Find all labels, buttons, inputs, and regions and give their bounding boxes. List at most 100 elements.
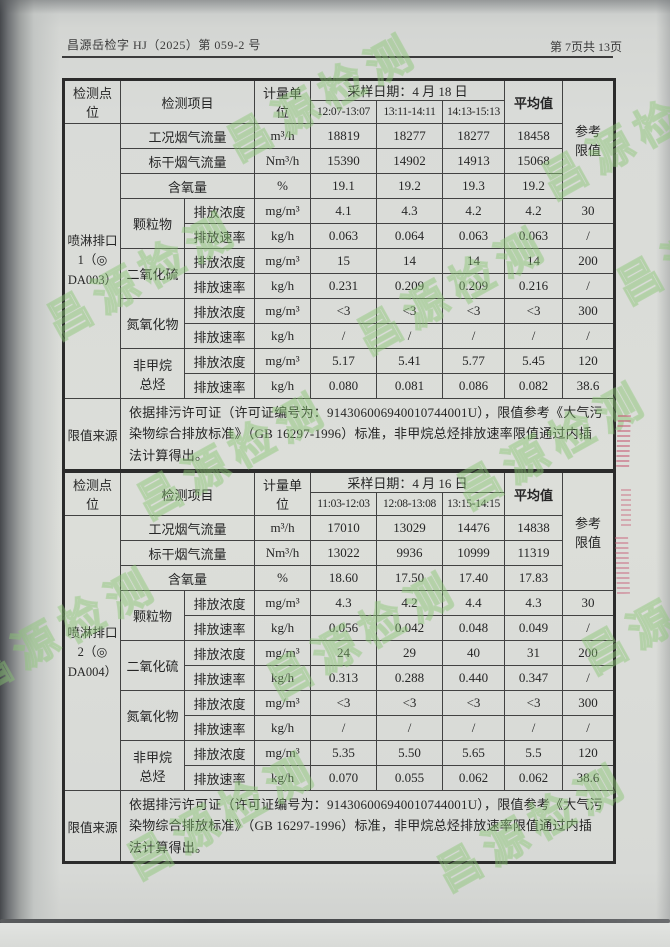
unit-cell: mg/m³: [254, 740, 312, 766]
sample-date-header: 采样日期：4 月 18 日: [310, 79, 506, 101]
average-value-cell: 0.216: [504, 273, 564, 299]
measured-value-cell: 14: [376, 248, 444, 274]
reference-limit-cell: 120: [562, 740, 616, 766]
flow-item-cell: 工况烟气流量: [119, 123, 256, 149]
measured-value-cell: 9936: [376, 540, 444, 566]
measured-value-cell: 24: [310, 640, 378, 666]
reference-limit-cell: /: [562, 615, 616, 641]
document-number: 昌源岳检字 HJ（2025）第 059-2 号: [67, 38, 261, 52]
unit-cell: kg/h: [254, 715, 312, 741]
time-period-header: 12:07-13:07: [310, 100, 378, 124]
table-row: 二氧化硫 排放浓度 mg/m³ 24 29 40 31 200: [64, 640, 616, 691]
table-row: 非甲烷 总烃 排放浓度 mg/m³ 5.17 5.41 5.77 5.45 120: [64, 348, 616, 399]
flow-item-cell: 含氧量: [119, 565, 256, 591]
measured-value-cell: 18819: [310, 123, 378, 149]
unit-cell: kg/h: [254, 273, 312, 299]
flow-item-cell: 标干烟气流量: [119, 540, 256, 566]
metric-cell: 排放速率: [183, 373, 256, 399]
scan-right-shade: [656, 0, 670, 947]
unit-cell: mg/m³: [254, 298, 312, 324]
measured-value-cell: 15390: [310, 148, 378, 174]
unit-cell: mg/m³: [254, 198, 312, 224]
measured-value-cell: 29: [376, 640, 444, 666]
measured-value-cell: 13022: [310, 540, 378, 566]
table-row: 含氧量% 19.1 19.2 19.3 19.2: [64, 173, 615, 199]
average-value-cell: 19.2: [504, 173, 564, 199]
measured-value-cell: 5.50: [376, 740, 444, 766]
unit-cell: kg/h: [254, 615, 312, 641]
metric-cell: 排放速率: [183, 765, 256, 791]
measured-value-cell: 4.4: [442, 590, 506, 616]
average-value-cell: /: [504, 323, 564, 349]
metric-cell: 排放速率: [183, 323, 256, 349]
table-row: 喷淋排口 2（◎ DA004） 工况烟气流量 m³/h 17010 13029 14476 14…: [63, 515, 615, 791]
pollutant-name-cell: 二氧化硫: [120, 248, 185, 299]
reference-limit-cell: /: [562, 665, 616, 691]
average-value-cell: 5.5: [504, 740, 564, 766]
limit-source-label: 限值来源: [63, 397, 121, 472]
measured-value-cell: 4.1: [310, 198, 378, 224]
reference-limit-cell: 300: [562, 298, 616, 324]
item-column-header: 检测项目: [119, 471, 256, 516]
unit-cell: mg/m³: [254, 690, 312, 716]
measured-value-cell: <3: [310, 690, 378, 716]
measured-value-cell: 0.209: [442, 273, 506, 299]
pollutant-name-cell: 氮氧化物: [120, 298, 185, 349]
measured-value-cell: 4.2: [442, 198, 506, 224]
measured-value-cell: <3: [442, 690, 506, 716]
measured-value-cell: 0.048: [442, 615, 506, 641]
metric-cell: 排放浓度: [183, 298, 256, 324]
point-column-header: 检测点位: [63, 471, 121, 516]
average-value-cell: 5.45: [504, 348, 564, 374]
monitoring-table-outlet-2: 检测点位 检测项目 计量单位 采样日期：4 月 16 日平均值 参考 限值 11:03-12…: [62, 470, 617, 865]
table-row: 排放速率 kg/h / / / / /: [64, 715, 616, 741]
average-value-cell: <3: [504, 690, 564, 716]
average-value-cell: 0.049: [504, 615, 564, 641]
table-row: 限值来源 依据排污许可证（许可证编号为：914306006940010744001…: [63, 789, 616, 864]
unit-column-header: 计量单位: [254, 79, 312, 124]
average-value-cell: 17.83: [504, 565, 564, 591]
measured-value-cell: 18.60: [310, 565, 378, 591]
measured-value-cell: 5.41: [376, 348, 444, 374]
time-period-header: 13:11-14:11: [376, 100, 444, 124]
measured-value-cell: 0.288: [376, 665, 444, 691]
unit-cell: %: [254, 173, 312, 199]
metric-cell: 排放浓度: [183, 690, 256, 716]
measured-value-cell: /: [442, 715, 506, 741]
unit-cell: kg/h: [254, 323, 312, 349]
metric-cell: 排放浓度: [183, 590, 256, 616]
unit-cell: kg/h: [254, 765, 312, 791]
reference-limit-cell: /: [562, 323, 616, 349]
reference-limit-cell: 38.6: [562, 765, 616, 791]
scanner-background-strip: [0, 923, 670, 947]
measured-value-cell: 40: [442, 640, 506, 666]
table-row: 含氧量% 18.60 17.50 17.40 17.83: [64, 565, 615, 591]
measured-value-cell: 0.056: [310, 615, 378, 641]
measured-value-cell: 0.081: [376, 373, 444, 399]
average-value-cell: 4.3: [504, 590, 564, 616]
table-row: 标干烟气流量 Nm³/h 13022 9936 10999 11319: [64, 540, 615, 566]
pollutant-name-cell: 二氧化硫: [120, 640, 185, 691]
average-value-cell: 11319: [504, 540, 564, 566]
measured-value-cell: 5.77: [442, 348, 506, 374]
measured-value-cell: 18277: [376, 123, 444, 149]
measured-value-cell: 14902: [376, 148, 444, 174]
table-row: 标干烟气流量 Nm³/h 15390 14902 14913 15068: [64, 148, 615, 174]
measured-value-cell: 19.3: [442, 173, 506, 199]
table-row: 排放速率 kg/h 0.063 0.064 0.063 0.063/: [64, 223, 616, 249]
unit-cell: kg/h: [254, 223, 312, 249]
unit-cell: kg/h: [254, 373, 312, 399]
average-value-cell: 4.2: [504, 198, 564, 224]
average-value-cell: 15068: [504, 148, 564, 174]
measured-value-cell: 0.070: [310, 765, 378, 791]
reference-limit-cell: /: [562, 715, 616, 741]
red-stamp-fragment: [621, 488, 631, 526]
average-value-cell: /: [504, 715, 564, 741]
measured-value-cell: 0.231: [310, 273, 378, 299]
metric-cell: 排放浓度: [183, 740, 256, 766]
average-column-header: 平均值: [504, 79, 564, 124]
limit-source-text: 依据排污许可证（许可证编号为：914306006940010744001U），限…: [119, 397, 616, 472]
header-rule: [62, 56, 613, 58]
unit-column-header: 计量单位: [254, 471, 312, 516]
reference-limit-cell: 200: [562, 640, 616, 666]
